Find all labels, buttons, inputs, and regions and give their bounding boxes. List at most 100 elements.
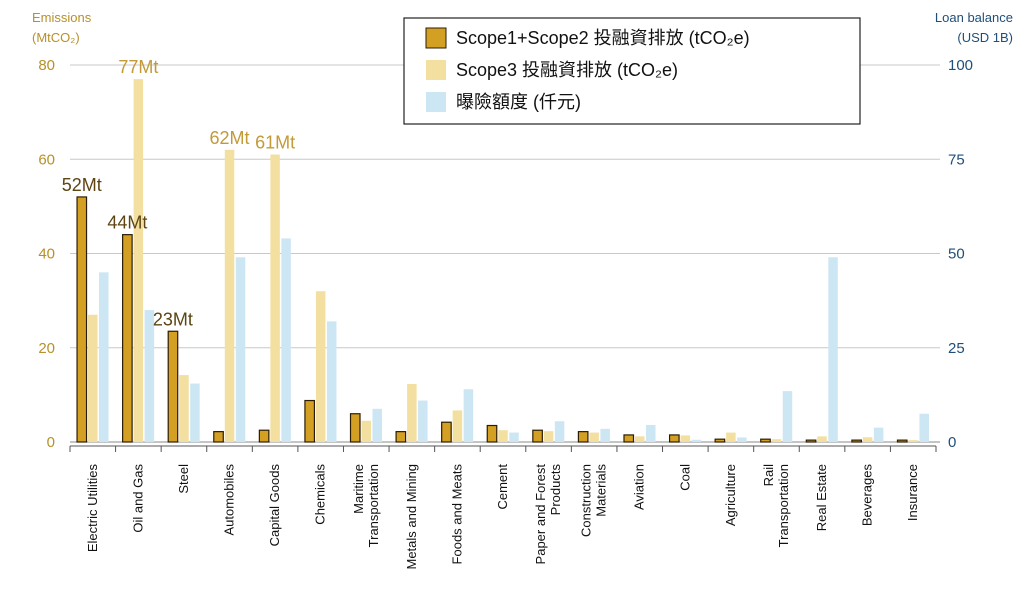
bar-scope12	[896, 439, 908, 443]
category-label: Electric Utilities	[85, 464, 100, 553]
bar-exposure	[144, 310, 155, 442]
bar-exposure	[326, 321, 337, 442]
left-tick-label: 60	[38, 151, 55, 168]
right-axis-ticks: 0 25 50 75 100	[948, 57, 973, 451]
left-tick-label: 80	[38, 57, 55, 74]
right-tick-label: 0	[948, 434, 956, 451]
category-label: Insurance	[905, 464, 920, 521]
bar-scope12	[714, 438, 726, 443]
bar-scope12	[213, 431, 224, 443]
bar-scope12	[76, 196, 88, 443]
category-label: Transportation	[366, 464, 381, 547]
bar-scope12	[122, 234, 133, 443]
category-label: Oil and Gas	[130, 464, 145, 533]
bar-exposure	[737, 437, 747, 442]
bar-exposure	[554, 421, 565, 442]
right-tick-label: 50	[948, 246, 965, 263]
bar-scope12	[349, 413, 361, 443]
category-label: Capital Goods	[267, 464, 282, 547]
bar-exposure	[782, 391, 793, 442]
bar-scope3	[498, 430, 508, 442]
bar-exposure	[919, 413, 929, 442]
bar-exposure	[463, 389, 474, 442]
right-axis-title-line1: Loan balance	[935, 10, 1013, 25]
legend-swatch	[426, 92, 446, 112]
category-label: Maritime	[351, 464, 366, 514]
category-label: Metals and Mining	[404, 464, 419, 570]
right-axis-title-line2: (USD 1B)	[957, 30, 1013, 45]
category-label: Coal	[677, 464, 692, 491]
bar-scope12	[304, 399, 316, 443]
legend-label: Scope3 投融資排放 (tCO₂e)	[456, 60, 678, 80]
bar-exposure	[873, 427, 884, 442]
bar-scope3	[817, 436, 827, 442]
category-label: Agriculture	[723, 464, 738, 526]
category-label: Steel	[176, 464, 191, 494]
bar-scope12	[577, 431, 589, 443]
x-axis	[69, 445, 937, 452]
right-tick-label: 25	[948, 340, 965, 357]
bar-scope3	[88, 314, 98, 442]
bar-exposure	[645, 425, 656, 442]
bar-scope3	[908, 440, 918, 442]
bar-scope12	[668, 434, 680, 443]
category-label: Paper and Forest	[533, 464, 548, 565]
bar-exposure	[235, 257, 246, 442]
category-label: Construction	[579, 464, 594, 537]
category-label: Real Estate	[814, 464, 829, 531]
legend-label: 曝險額度 (仟元)	[456, 92, 581, 112]
data-label: 44Mt	[107, 213, 147, 233]
left-axis-title-line1: Emissions	[32, 10, 92, 25]
left-tick-label: 20	[38, 340, 55, 357]
bar-scope3	[589, 432, 599, 442]
category-label: Foods and Meats	[449, 464, 464, 565]
left-tick-label: 0	[47, 434, 55, 451]
bar-scope12	[395, 431, 407, 443]
left-axis-ticks: 0 20 40 60 80	[38, 57, 55, 451]
category-label: Automobiles	[222, 464, 237, 536]
bar-scope3	[726, 432, 736, 442]
bar-scope12	[805, 439, 817, 443]
category-label: Aviation	[632, 464, 647, 510]
bar-exposure	[99, 272, 109, 442]
legend-label: Scope1+Scope2 投融資排放 (tCO₂e)	[456, 28, 750, 48]
bar-scope12	[623, 434, 635, 443]
right-tick-label: 75	[948, 151, 965, 168]
legend-swatch	[425, 27, 447, 49]
bar-scope3	[543, 431, 554, 442]
left-axis-title-line2: (MtCO₂)	[32, 30, 80, 45]
bar-scope12	[167, 330, 179, 443]
category-label: Rail	[761, 464, 776, 487]
bar-exposure	[281, 238, 291, 442]
bar-scope12	[258, 429, 270, 443]
bar-scope12	[851, 439, 862, 443]
bar-scope3	[270, 154, 280, 443]
bar-scope3	[315, 291, 326, 442]
category-label: Cement	[495, 464, 510, 510]
category-label: Products	[548, 464, 563, 516]
bar-exposure	[372, 408, 383, 442]
bar-exposure	[691, 439, 702, 442]
category-label: Materials	[594, 464, 609, 517]
data-label: 61Mt	[255, 133, 295, 153]
axis-titles: Emissions (MtCO₂) Loan balance (USD 1B)	[32, 10, 1013, 45]
left-tick-label: 40	[38, 246, 55, 263]
category-label: Transportation	[776, 464, 791, 547]
data-label: 77Mt	[118, 57, 158, 77]
bar-scope3	[224, 149, 235, 442]
bar-scope12	[486, 424, 498, 443]
right-tick-label: 100	[948, 57, 973, 74]
bar-scope3	[407, 384, 417, 442]
bar-scope3	[452, 410, 463, 442]
category-labels: Electric Utilities Oil and Gas Steel Automo…	[85, 464, 920, 570]
bar-scope3	[680, 435, 691, 442]
bar-scope12	[760, 438, 771, 443]
bar-exposure	[509, 432, 519, 442]
bar-scope12	[532, 429, 543, 443]
data-label: 23Mt	[153, 309, 193, 329]
bar-scope3	[361, 420, 372, 442]
bar-scope3	[179, 375, 189, 442]
category-label: Chemicals	[313, 464, 328, 525]
